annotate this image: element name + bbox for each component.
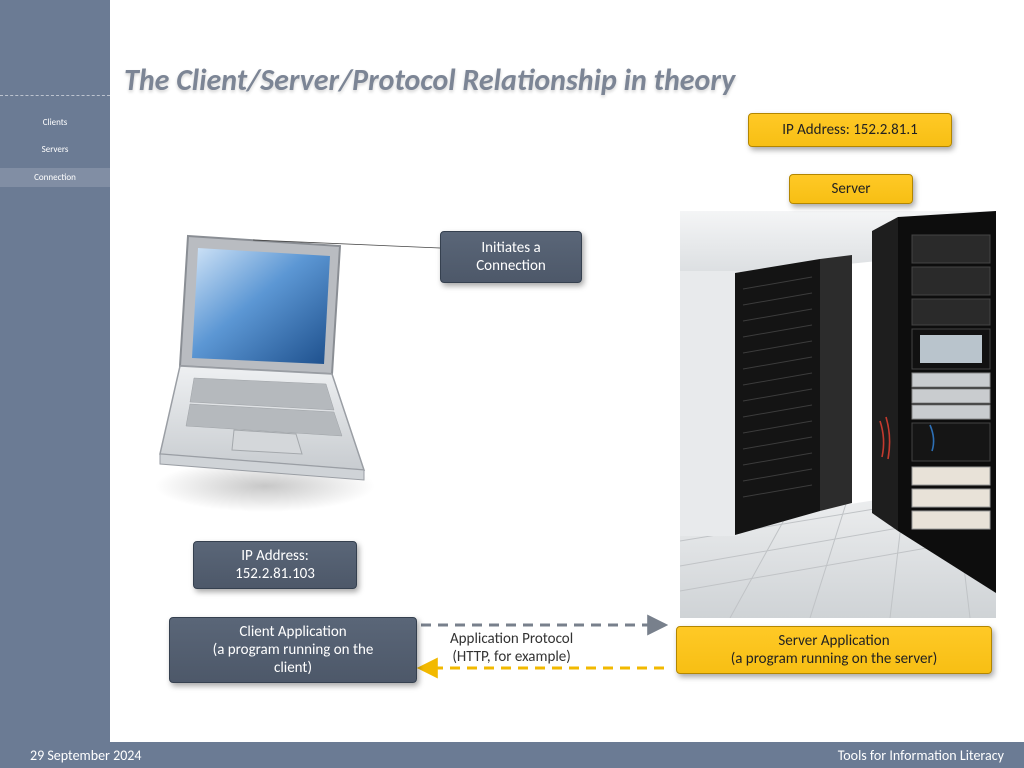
page-title: The Client/Server/Protocol Relationship … xyxy=(124,62,735,99)
sidebar-item-servers[interactable]: Servers xyxy=(0,140,110,159)
server-room-illustration xyxy=(680,211,996,618)
ip-client-box: IP Address:152.2.81.103 xyxy=(193,541,357,589)
sidebar-item-connection[interactable]: Connection xyxy=(0,168,110,187)
initiates-box: Initiates aConnection xyxy=(440,231,582,283)
sidebar-item-clients[interactable]: Clients xyxy=(0,113,110,132)
sidebar: Clients Servers Connection xyxy=(0,0,110,768)
laptop-illustration xyxy=(150,218,380,518)
ip-server-box: IP Address: 152.2.81.1 xyxy=(748,113,952,147)
server-app-box: Server Application(a program running on … xyxy=(676,626,992,674)
footer-bar: 29 September 2024 Tools for Information … xyxy=(0,742,1024,768)
protocol-label: Application Protocol(HTTP, for example) xyxy=(450,630,573,666)
server-box: Server xyxy=(789,174,913,204)
sidebar-divider xyxy=(0,95,110,96)
footer-course: Tools for Information Literacy xyxy=(838,747,1004,764)
client-app-box: Client Application(a program running on … xyxy=(169,617,417,683)
footer-date: 29 September 2024 xyxy=(30,747,142,764)
